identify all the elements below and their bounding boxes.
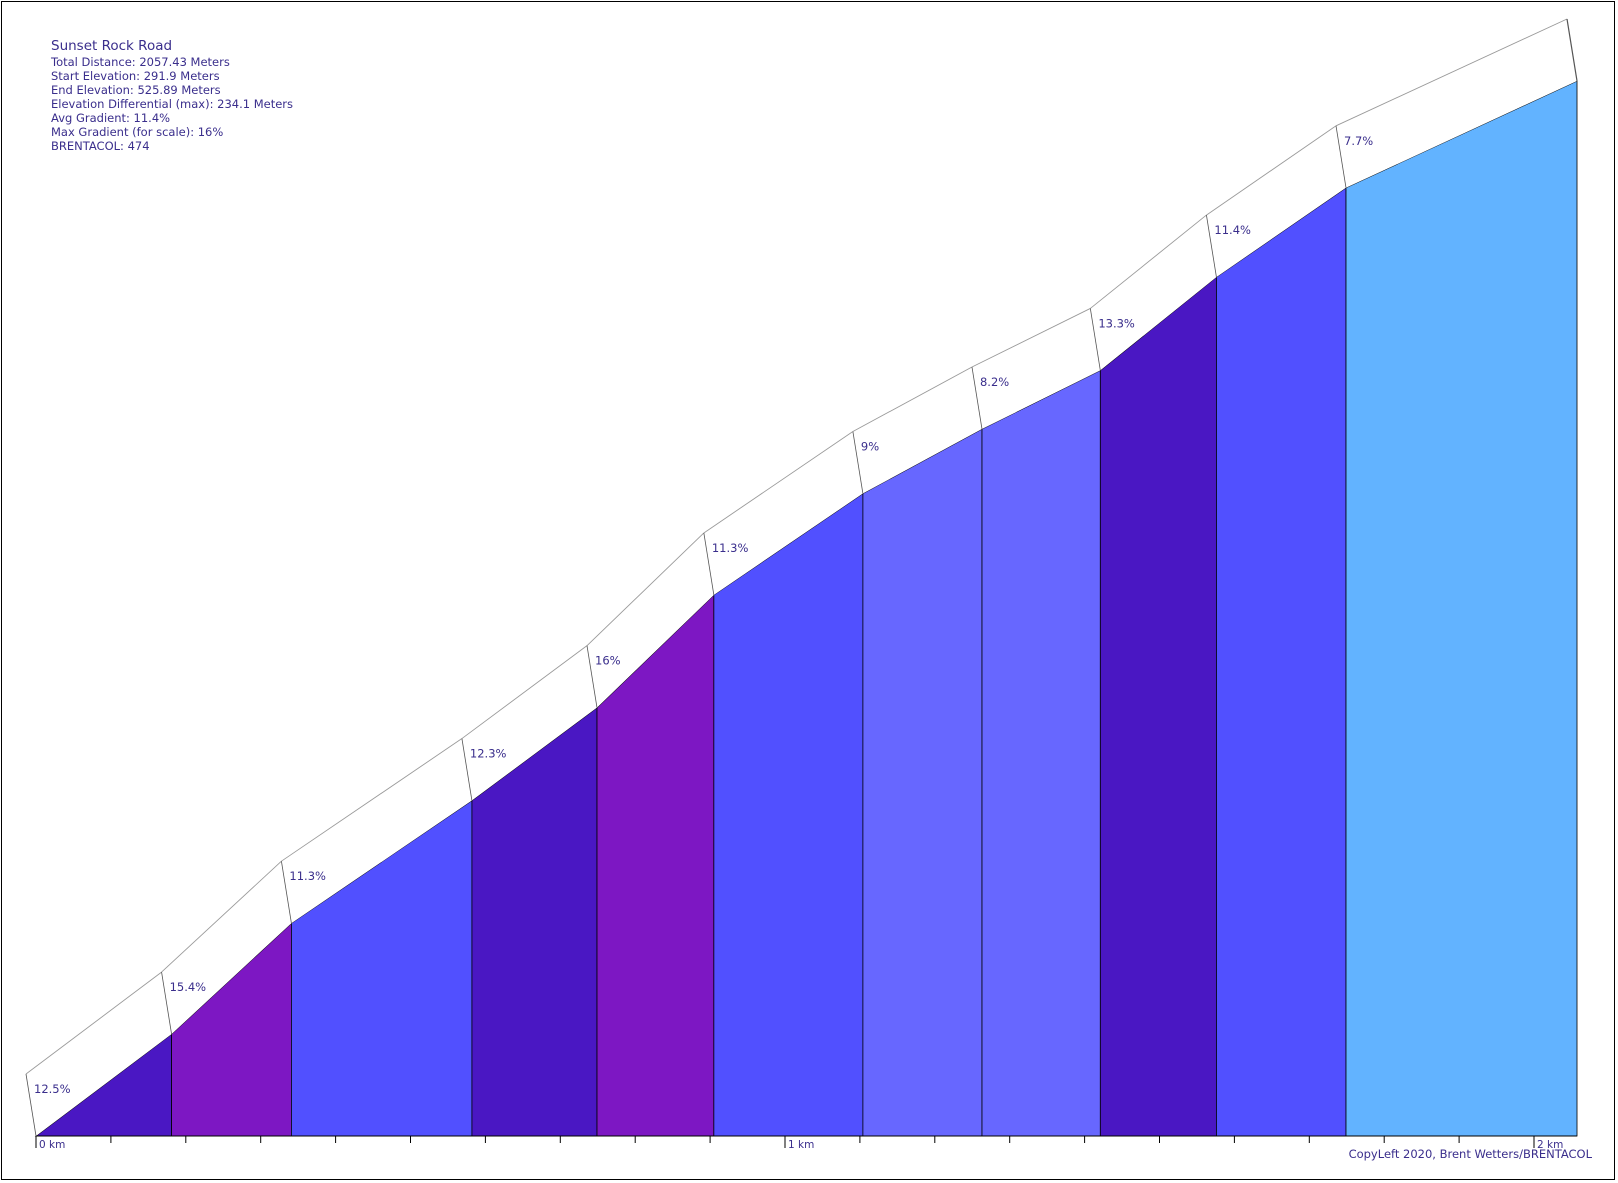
gradient-band	[1336, 19, 1578, 188]
max-gradient: Max Gradient (for scale): 16%	[51, 125, 224, 139]
band-top-edge	[461, 645, 588, 739]
gradient-label: 9%	[861, 440, 879, 454]
profile-segment	[862, 428, 983, 1137]
band-divider	[1089, 308, 1101, 371]
total-distance: Total Distance: 2057.43 Meters	[51, 55, 230, 69]
band-top-edge	[1335, 18, 1568, 127]
x-axis: 0 km 1 km 2 km	[35, 1135, 1578, 1151]
gradient-band	[161, 861, 292, 1035]
brentacol-score: BRENTACOL: 474	[51, 139, 150, 153]
gradient-band	[461, 645, 598, 801]
profile-segment	[713, 492, 864, 1137]
band-divider	[971, 366, 983, 430]
gradient-band	[26, 972, 172, 1136]
start-elevation: Start Elevation: 291.9 Meters	[51, 69, 220, 83]
gradient-band	[852, 367, 982, 494]
gradient-label: 11.4%	[1214, 223, 1251, 237]
gradient-label: 12.5%	[34, 1082, 71, 1096]
band-divider	[161, 972, 172, 1035]
gradient-band	[587, 532, 714, 708]
x-tick-label: 0 km	[39, 1139, 65, 1151]
profile-segments	[34, 80, 1578, 1137]
band-top-edge	[852, 366, 973, 432]
band-top-edge	[703, 431, 854, 534]
end-elevation: End Elevation: 525.89 Meters	[51, 83, 221, 97]
band-top-edge	[281, 738, 463, 862]
band-divider	[852, 431, 864, 494]
x-tick-label: 1 km	[788, 1139, 814, 1151]
profile-segment	[981, 369, 1101, 1137]
gradient-band	[703, 431, 863, 595]
band-divider	[1335, 125, 1347, 188]
band-divider	[586, 645, 598, 708]
gradient-label: 15.4%	[170, 980, 207, 994]
gradient-label: 12.3%	[470, 747, 507, 761]
gradient-band	[1206, 125, 1347, 278]
profile-segment	[1099, 276, 1217, 1137]
gradient-band	[971, 308, 1101, 430]
gradient-label: 13.3%	[1098, 316, 1135, 330]
profile-segment	[1216, 187, 1347, 1137]
gradient-labels: 12.5% 15.4% 11.3% 12.3% 16% 11.3% 9% 8.2% 13.3% 1…	[34, 134, 1373, 1096]
band-divider	[1566, 18, 1578, 82]
elevation-differential: Elevation Differential (max): 234.1 Mete…	[51, 97, 293, 111]
band-top-edge	[1206, 125, 1337, 216]
gradient-band	[1090, 215, 1217, 371]
band-top-edge	[1090, 214, 1207, 309]
band-top-edge	[25, 971, 162, 1075]
band-top-edge	[161, 860, 282, 973]
band-divider	[1206, 215, 1217, 278]
avg-gradient: Avg Gradient: 11.4%	[51, 111, 171, 125]
profile-segment	[1345, 80, 1578, 1137]
gradient-band	[281, 738, 472, 924]
copyright-text: CopyLeft 2020, Brent Wetters/BRENTACOL	[1348, 1147, 1592, 1161]
band-top-edge	[971, 308, 1091, 368]
gradient-label: 16%	[595, 654, 621, 668]
band-divider	[461, 738, 473, 801]
band-divider	[281, 861, 292, 924]
gradient-label: 11.3%	[712, 541, 749, 555]
band-divider	[703, 532, 715, 596]
route-title: Sunset Rock Road	[51, 38, 173, 54]
x-tick-label: 2 km	[1537, 1139, 1563, 1151]
gradient-label: 8.2%	[980, 375, 1009, 389]
gradient-bands	[25, 18, 1578, 1137]
info-box: Sunset Rock Road Total Distance: 2057.43…	[51, 38, 293, 153]
gradient-label: 7.7%	[1344, 134, 1373, 148]
band-top-edge	[586, 532, 705, 646]
gradient-label: 11.3%	[289, 869, 326, 883]
band-divider	[25, 1073, 37, 1137]
